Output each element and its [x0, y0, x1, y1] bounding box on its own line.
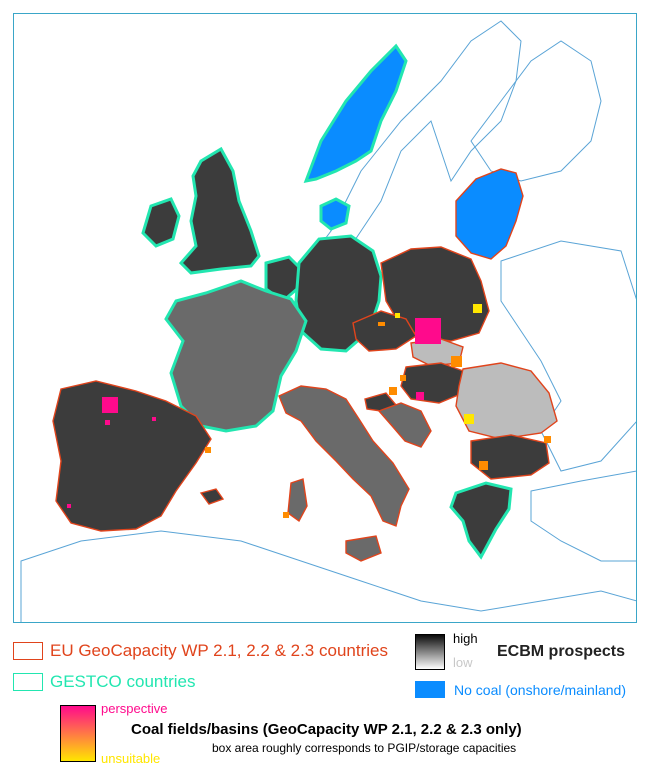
country-romania — [455, 362, 558, 440]
country-sicily — [345, 535, 382, 562]
europe-map — [13, 13, 637, 623]
coal-gradient-swatch — [60, 705, 96, 762]
coal-field-upper-silesia — [415, 318, 441, 344]
coastline-africa — [20, 530, 636, 622]
coastline-east — [500, 240, 636, 472]
coal-field-czech — [395, 313, 400, 318]
country-norway — [303, 43, 408, 184]
gestco-countries-label: GESTCO countries — [50, 672, 196, 691]
coal-field-czech-west — [378, 322, 385, 326]
country-croatia — [377, 402, 432, 448]
country-czech — [352, 310, 417, 352]
coal-field-romania-east — [544, 436, 551, 443]
coastline-finland — [470, 40, 602, 182]
coal-field-spain-east — [152, 417, 156, 421]
country-ireland — [141, 197, 181, 248]
ecbm-title: ECBM prospects — [497, 643, 626, 660]
country-uk — [178, 146, 261, 275]
eu-countries-swatch — [13, 642, 43, 660]
country-italy — [278, 385, 410, 527]
coastline-scandinavia — [299, 20, 522, 272]
country-balearics — [199, 488, 225, 505]
coal-field-portugal — [67, 504, 71, 508]
coal-note: box area roughly corresponds to PGIP/sto… — [212, 741, 517, 755]
coal-field-romania — [464, 414, 474, 424]
ecbm-high-label: high — [453, 631, 478, 646]
coal-field-catalonia — [205, 447, 211, 453]
map-canvas — [20, 20, 636, 622]
country-greece — [449, 481, 513, 560]
country-bulgaria — [470, 434, 550, 480]
coal-field-hungary — [416, 392, 424, 400]
eu-countries-label: EU GeoCapacity WP 2.1, 2.2 & 2.3 countri… — [50, 641, 388, 660]
coal-field-sardinia — [283, 512, 289, 518]
coal-field-spain-small — [105, 420, 110, 425]
gestco-countries-swatch — [13, 673, 43, 691]
country-spain — [52, 380, 212, 532]
country-sardinia — [287, 478, 308, 523]
coal-field-poland-east — [473, 304, 482, 313]
coal-field-slovakia — [451, 356, 462, 367]
coal-field-bulgaria — [479, 461, 488, 470]
coal-perspective-label: perspective — [101, 701, 168, 716]
country-baltics — [455, 168, 524, 260]
coal-title: Coal fields/basins (GeoCapacity WP 2.1, … — [131, 721, 522, 738]
country-france — [164, 279, 308, 433]
country-denmark — [319, 197, 351, 231]
coal-unsuitable-label: unsuitable — [101, 751, 161, 766]
ecbm-gradient-swatch — [415, 634, 445, 670]
coal-field-asturias — [102, 397, 118, 413]
coal-field-hungary-north — [400, 375, 406, 381]
no-coal-swatch — [415, 681, 445, 698]
no-coal-label: No coal (onshore/mainland) — [454, 682, 626, 698]
coastline-turkey — [530, 470, 636, 562]
coal-field-slovenia — [389, 387, 397, 395]
ecbm-low-label: low — [453, 655, 473, 670]
